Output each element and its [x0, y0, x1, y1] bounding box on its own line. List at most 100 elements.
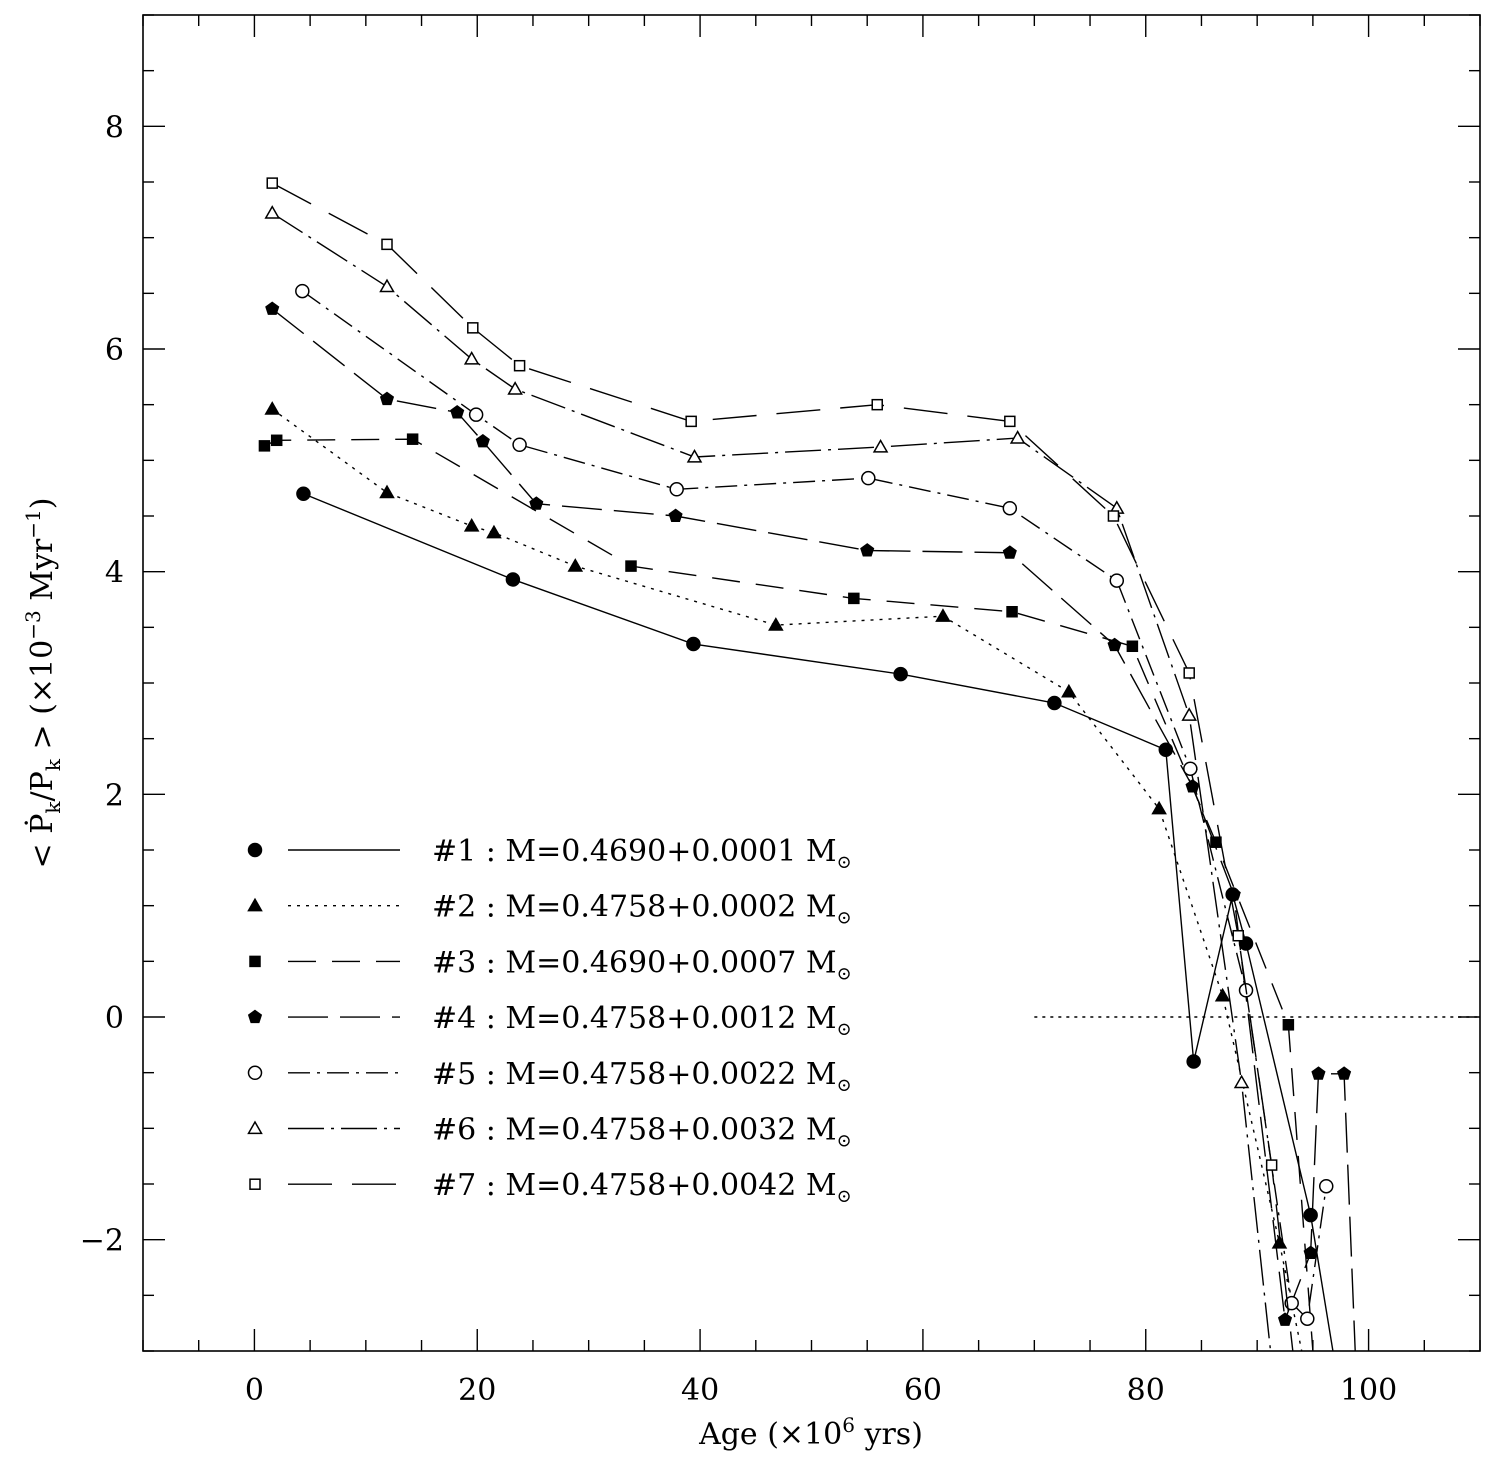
data-point [1006, 605, 1018, 618]
data-point [264, 205, 281, 219]
data-point [1214, 987, 1231, 1002]
data-point [1265, 1159, 1278, 1171]
x-tick-label: 100 [1340, 1373, 1397, 1408]
data-point [1183, 761, 1198, 776]
series-line [301, 290, 1327, 1321]
legend-marker [249, 955, 261, 968]
y-tick-label: 6 [105, 333, 124, 368]
data-point [686, 636, 701, 652]
data-point [668, 508, 683, 523]
data-point [1282, 1019, 1295, 1031]
data-point [1311, 1066, 1326, 1080]
tick-labels: 0 20 40 60 80 100 −2 0 2 4 6 8 [80, 110, 1397, 1408]
data-point [505, 572, 521, 587]
data-point [468, 407, 484, 422]
data-point [295, 283, 310, 299]
data-point [1047, 695, 1062, 711]
data-point [463, 518, 480, 532]
data-point [486, 524, 502, 539]
data-point [529, 496, 544, 510]
sun-symbol: ⊙ [837, 1019, 852, 1040]
data-point [379, 484, 395, 499]
sun-symbol: ⊙ [837, 1186, 852, 1207]
data-point [1004, 415, 1016, 428]
legend-entry: #2 : M=0.4758+0.0002 M⊙ [247, 890, 852, 929]
y-tick-label: 2 [105, 778, 124, 813]
data-point [1151, 800, 1167, 815]
data-point [685, 415, 697, 428]
data-point [893, 666, 908, 682]
data-point [1277, 1312, 1293, 1326]
data-point [507, 381, 523, 395]
series-4 [265, 301, 1356, 1351]
data-point [512, 437, 527, 452]
sun-symbol: ⊙ [837, 963, 852, 984]
legend-entry: #3 : M=0.4690+0.0007 M⊙ [249, 945, 852, 984]
series-5 [295, 283, 1334, 1326]
x-tick-label: 40 [681, 1373, 719, 1408]
data-point [463, 351, 480, 365]
legend-label: #4 : M=0.4758+0.0012 M⊙ [432, 1001, 852, 1040]
data-point [1303, 1245, 1318, 1260]
legend-entry: #4 : M=0.4758+0.0012 M⊙ [247, 1001, 852, 1040]
data-point [296, 486, 311, 501]
x-tick-label: 20 [458, 1373, 496, 1408]
legend-marker [247, 897, 263, 912]
legend-label: #3 : M=0.4690+0.0007 M⊙ [432, 945, 852, 984]
data-point [475, 433, 490, 448]
series-line [271, 182, 1294, 1351]
data-point [1107, 637, 1122, 652]
data-point [1126, 640, 1139, 653]
data-point [686, 448, 703, 463]
data-point [1009, 430, 1026, 444]
data-point [1232, 929, 1244, 942]
sun-symbol: ⊙ [837, 1131, 852, 1152]
legend-entry: #6 : M=0.4758+0.0032 M⊙ [247, 1113, 852, 1152]
svg-text:< Ṗk/Pk > (×10−3 Myr−1): < Ṗk/Pk > (×10−3 Myr−1) [21, 498, 65, 869]
sun-symbol: ⊙ [837, 1075, 852, 1096]
x-tick-label: 80 [1127, 1373, 1165, 1408]
data-point [379, 278, 395, 293]
series-6 [264, 205, 1272, 1351]
legend-entry: #1 : M=0.4690+0.0001 M⊙ [247, 834, 852, 873]
y-tick-label: 0 [105, 1001, 124, 1036]
data-point [1303, 1207, 1318, 1223]
data-point [1300, 1311, 1315, 1326]
data-point [264, 401, 281, 415]
data-point [1181, 707, 1197, 721]
data-point [513, 359, 526, 372]
axis-ticks [142, 14, 1481, 1352]
legend-marker [247, 1009, 263, 1024]
data-point [381, 238, 393, 251]
data-point [1002, 545, 1017, 559]
data-point [935, 608, 951, 622]
y-tick-label: 8 [105, 110, 124, 145]
data-point [1107, 510, 1120, 522]
data-point [265, 301, 280, 315]
legend-marker [249, 1178, 261, 1190]
y-axis-title: < Ṗk/Pk > (×10−3 Myr−1) [21, 498, 65, 869]
legend-label: #2 : M=0.4758+0.0002 M⊙ [432, 890, 852, 929]
sun-symbol: ⊙ [837, 908, 852, 929]
series-2 [264, 401, 1303, 1351]
series-3 [258, 433, 1314, 1351]
legend-label: #6 : M=0.4758+0.0032 M⊙ [432, 1113, 852, 1152]
data-point [1002, 500, 1018, 516]
legend-marker [247, 1120, 263, 1135]
data-point [872, 438, 889, 453]
legend-marker [247, 1065, 263, 1081]
data-point [768, 617, 784, 631]
series-line [271, 408, 1303, 1351]
x-tick-label: 0 [245, 1373, 264, 1408]
x-tick-label: 60 [904, 1373, 942, 1408]
plot-frame [142, 14, 1481, 1352]
legend: #1 : M=0.4690+0.0001 M⊙ #2 : M=0.4758+0.0… [247, 834, 852, 1207]
data-point [406, 433, 419, 445]
data-point [258, 440, 271, 452]
data-point [860, 543, 875, 557]
data-point [1233, 1074, 1250, 1089]
data-point [1186, 1054, 1201, 1069]
legend-label: #1 : M=0.4690+0.0001 M⊙ [432, 834, 852, 873]
data-point [1061, 683, 1077, 698]
data-point [567, 558, 584, 572]
